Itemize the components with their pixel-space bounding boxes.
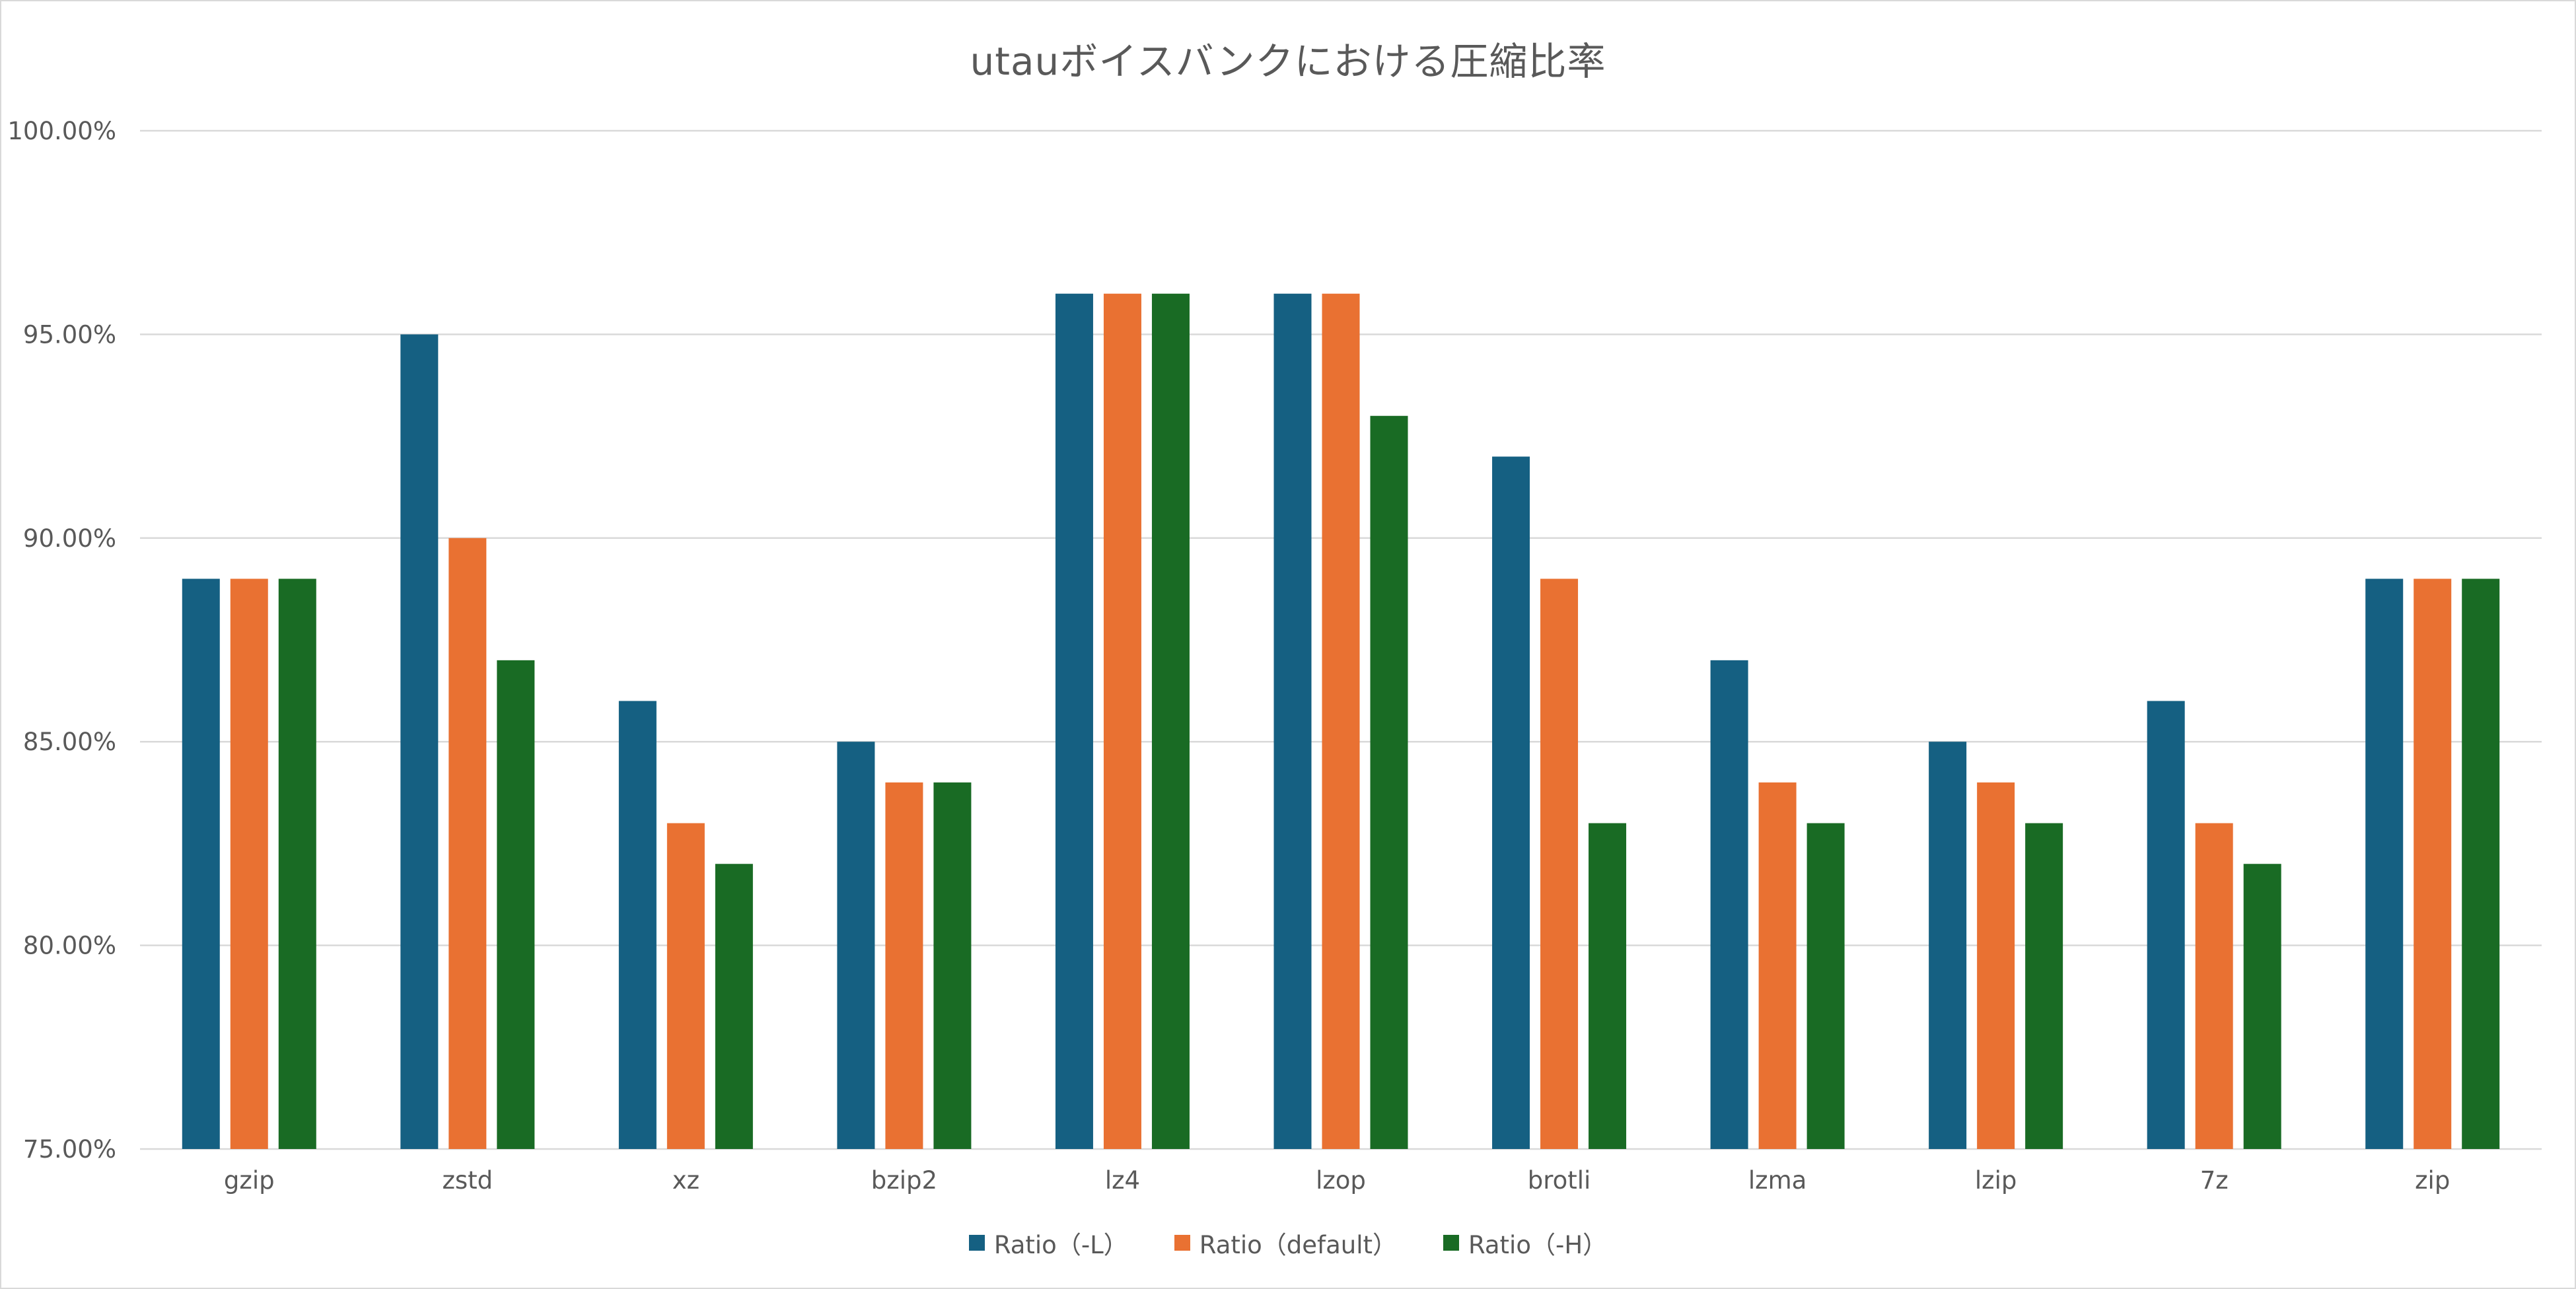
bar-7z-series-2 bbox=[2195, 823, 2233, 1149]
bar-zip-series-3 bbox=[2462, 578, 2500, 1149]
bar-zip-series-2 bbox=[2414, 578, 2452, 1149]
bar-xz-series-2 bbox=[666, 823, 705, 1149]
x-axis: gzip zstd xz bzip2 lz4 lzop brotli lzma lzip 7z zi… bbox=[224, 1166, 2450, 1195]
y-tick-label: 85.00% bbox=[23, 728, 116, 756]
bar-7z-series-1 bbox=[2147, 701, 2185, 1149]
bar-gzip-series-1 bbox=[182, 578, 220, 1149]
legend-swatch bbox=[968, 1235, 985, 1251]
bar-lzop-series-1 bbox=[1273, 293, 1312, 1150]
y-tick-label: 100.00% bbox=[7, 117, 116, 145]
bar-bzip2-series-3 bbox=[933, 782, 972, 1149]
bar-brotli-series-1 bbox=[1492, 456, 1530, 1150]
bar-xz-series-1 bbox=[618, 701, 657, 1149]
bar-bzip2-series-1 bbox=[837, 742, 875, 1149]
bar-bzip2-series-2 bbox=[885, 782, 923, 1149]
x-tick-label: bzip2 bbox=[871, 1166, 937, 1195]
y-tick-label: 90.00% bbox=[23, 524, 116, 553]
legend-swatch bbox=[1443, 1235, 1459, 1251]
bar-lzma-series-3 bbox=[1807, 823, 1845, 1149]
x-tick-label: lzop bbox=[1316, 1166, 1366, 1195]
bar-brotli-series-2 bbox=[1540, 578, 1579, 1149]
x-tick-label: lzip bbox=[1975, 1166, 2017, 1195]
x-tick-label: gzip bbox=[224, 1166, 275, 1195]
chart-title: utauボイスバンクにおける圧縮比率 bbox=[970, 39, 1606, 84]
bar-lzop-series-3 bbox=[1370, 415, 1408, 1149]
bar-xz-series-3 bbox=[715, 864, 753, 1149]
bar-lzip-series-2 bbox=[1977, 782, 2015, 1149]
legend-swatch bbox=[1174, 1235, 1190, 1251]
x-tick-label: lzma bbox=[1748, 1166, 1807, 1195]
bar-zip-series-1 bbox=[2365, 578, 2404, 1149]
x-tick-label: 7z bbox=[2200, 1166, 2229, 1195]
legend-label: Ratio（default） bbox=[1199, 1231, 1397, 1259]
bar-gzip-series-2 bbox=[230, 578, 268, 1149]
x-tick-label: xz bbox=[672, 1166, 699, 1195]
bar-brotli-series-3 bbox=[1589, 823, 1627, 1149]
legend: Ratio（-L） Ratio（default） Ratio（-H） bbox=[0, 1225, 2576, 1261]
bar-lz4-series-2 bbox=[1103, 293, 1141, 1150]
bar-lzip-series-1 bbox=[1929, 742, 1967, 1149]
bar-lzma-series-2 bbox=[1758, 782, 1797, 1149]
bar-lz4-series-1 bbox=[1055, 293, 1093, 1150]
y-tick-label: 80.00% bbox=[23, 932, 116, 960]
bar-gzip-series-3 bbox=[278, 578, 316, 1149]
x-tick-label: zstd bbox=[442, 1166, 493, 1195]
x-tick-label: brotli bbox=[1528, 1166, 1591, 1195]
bar-7z-series-3 bbox=[2243, 864, 2281, 1149]
bar-series-group bbox=[182, 293, 2500, 1150]
bar-zstd-series-3 bbox=[497, 660, 535, 1149]
legend-item: Ratio（-H） bbox=[1443, 1225, 1607, 1261]
bar-zstd-series-1 bbox=[400, 334, 439, 1149]
legend-label: Ratio（-H） bbox=[1468, 1231, 1608, 1259]
x-tick-label: zip bbox=[2415, 1166, 2450, 1195]
y-axis: 75.00% 80.00% 85.00% 90.00% 95.00% 100.00% bbox=[7, 117, 116, 1164]
y-tick-label: 75.00% bbox=[23, 1135, 116, 1164]
y-tick-label: 95.00% bbox=[23, 320, 116, 349]
bar-lz4-series-3 bbox=[1151, 293, 1190, 1150]
legend-item: Ratio（default） bbox=[1174, 1225, 1397, 1261]
bar-lzip-series-3 bbox=[2025, 823, 2063, 1149]
bar-lzop-series-2 bbox=[1322, 293, 1360, 1150]
legend-label: Ratio（-L） bbox=[993, 1231, 1128, 1259]
bar-zstd-series-2 bbox=[448, 538, 487, 1149]
legend-item: Ratio（-L） bbox=[968, 1225, 1128, 1261]
bar-lzma-series-1 bbox=[1710, 660, 1748, 1149]
x-tick-label: lz4 bbox=[1105, 1166, 1140, 1195]
